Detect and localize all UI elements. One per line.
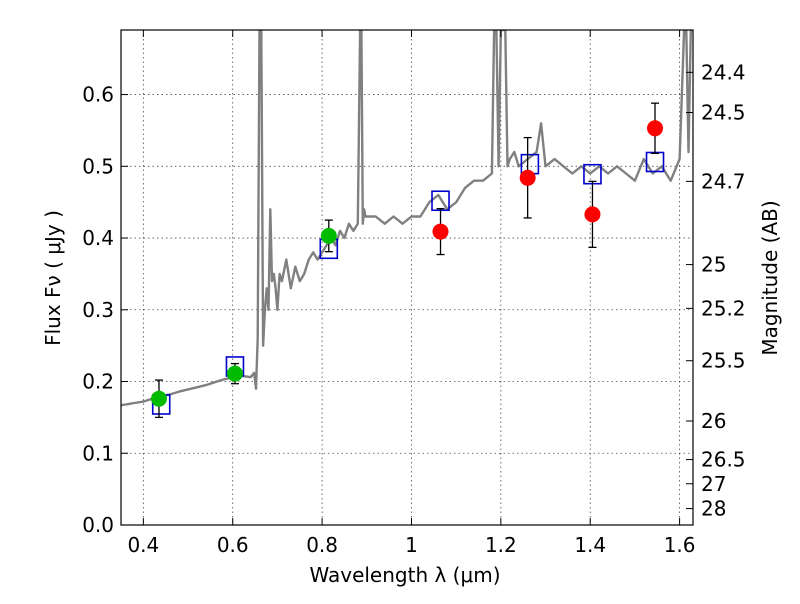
x-tick-label: 0.8 bbox=[306, 533, 338, 557]
x-axis-title: Wavelength λ (μm) bbox=[309, 563, 500, 587]
optical-detection-point bbox=[320, 227, 337, 244]
y-tick-label: 0.3 bbox=[82, 298, 114, 322]
optical-detection-point bbox=[226, 365, 243, 382]
y2-axis-title: Magnitude (AB) bbox=[758, 200, 782, 355]
y2-tick-label: 25.5 bbox=[701, 349, 746, 373]
optical-detection-point bbox=[150, 390, 167, 407]
y-tick-label: 0.2 bbox=[82, 370, 114, 394]
x-tick-label: 1 bbox=[405, 533, 418, 557]
nir-detection-point bbox=[584, 206, 601, 223]
y2-tick-label: 28 bbox=[701, 497, 726, 521]
y2-tick-label: 24.4 bbox=[701, 60, 746, 84]
y2-tick-label: 26 bbox=[701, 409, 726, 433]
y-tick-label: 0.1 bbox=[82, 441, 114, 465]
y2-tick-label: 25.2 bbox=[701, 296, 746, 320]
plot-series bbox=[121, 30, 693, 419]
y-tick-label: 0.4 bbox=[82, 226, 114, 250]
nir-detection-point bbox=[432, 223, 449, 240]
y-tick-label: 0.0 bbox=[82, 513, 114, 537]
x-tick-label: 0.6 bbox=[217, 533, 249, 557]
y2-tick-label: 24.7 bbox=[701, 169, 746, 193]
y2-tick-label: 25 bbox=[701, 253, 726, 277]
y-tick-label: 0.5 bbox=[82, 154, 114, 178]
y2-tick-label: 24.5 bbox=[701, 101, 746, 125]
nir-detection-point bbox=[519, 169, 536, 186]
y2-tick-label: 27 bbox=[701, 472, 726, 496]
sed-model-line bbox=[121, 30, 693, 407]
plot-frame bbox=[120, 29, 694, 526]
axis-ticks: 0.4 0.6 0.8 1 1.2 1.4 1.6 0.0 0.1 0.2 0.3 0.4 0.5 0.6… bbox=[82, 30, 746, 557]
x-tick-label: 1.4 bbox=[574, 533, 606, 557]
x-tick-label: 1.2 bbox=[485, 533, 517, 557]
y-tick-label: 0.6 bbox=[82, 83, 114, 107]
x-tick-label: 1.6 bbox=[664, 533, 696, 557]
y2-tick-label: 26.5 bbox=[701, 448, 746, 472]
y-axis-title: Flux Fν ( μJy ) bbox=[41, 210, 65, 346]
nir-detection-point bbox=[647, 120, 664, 137]
x-tick-label: 0.4 bbox=[127, 533, 159, 557]
plot-background bbox=[121, 30, 693, 525]
